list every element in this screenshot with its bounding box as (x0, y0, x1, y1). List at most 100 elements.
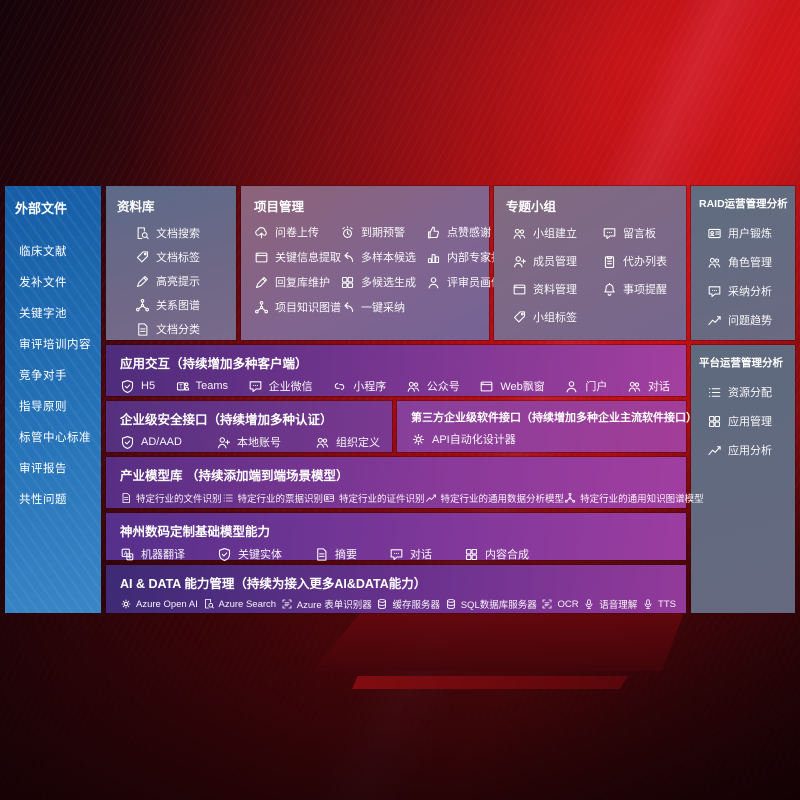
sidebar-item-review-training[interactable]: 审评培训内容 (15, 336, 101, 352)
sidebar-item-competitors[interactable]: 竞争对手 (15, 367, 101, 383)
client-wechat-work[interactable]: 企业微信 (248, 378, 313, 394)
group-item-member-manage[interactable]: 成员管理 (512, 253, 602, 269)
project-item-like-thanks[interactable]: 点赞感谢 (426, 224, 513, 240)
item-label: Azure Search (218, 598, 277, 610)
client-dialog[interactable]: 对话 (627, 378, 670, 394)
ai-cache-server[interactable]: 缓存服务器 (376, 597, 440, 611)
ad-aad-icon (120, 435, 135, 450)
project-item-due-alert[interactable]: 到期预警 (340, 224, 426, 240)
library-item-doc-tag[interactable]: 文档标签 (135, 249, 236, 265)
item-label: 文档标签 (156, 252, 200, 264)
ai-ocr[interactable]: OCR (541, 598, 579, 610)
thirdparty-list: API自动化设计器 (411, 431, 686, 447)
relation-graph-icon (135, 298, 150, 313)
project-item-multi-sample[interactable]: 多样本候选 (340, 249, 426, 265)
client-portal[interactable]: 门户 (564, 378, 607, 394)
project-item-reply-maintain[interactable]: 回复库维护 (254, 274, 340, 290)
industry-title: 产业模型库 （持续添加端到端场景模型） (120, 469, 349, 483)
group-item-material-manage[interactable]: 资料管理 (512, 281, 602, 297)
library-title: 资料库 (117, 200, 155, 214)
item-label: 临床文献 (19, 246, 67, 258)
sidebar-item-review-reports[interactable]: 审评报告 (15, 460, 101, 476)
base-machine-translate[interactable]: 机器翻译 (120, 546, 185, 562)
client-mini-program[interactable]: 小程序 (332, 378, 386, 394)
project-item-one-click-adopt[interactable]: 一键采纳 (340, 299, 426, 315)
sidebar-item-supplement-files[interactable]: 发补文件 (15, 274, 101, 290)
summary-doc-icon (314, 547, 329, 562)
base-summary[interactable]: 摘要 (314, 546, 357, 562)
todo-list-icon (602, 254, 617, 269)
adopt-arrow-icon (340, 300, 355, 315)
item-label: 缓存服务器 (392, 600, 440, 611)
file-recognition-icon (120, 492, 132, 504)
project-item-survey-upload[interactable]: 问卷上传 (254, 224, 340, 240)
raid-item-role-manage[interactable]: 角色管理 (707, 254, 795, 270)
raid-item-adoption-analysis[interactable]: 采纳分析 (707, 283, 795, 299)
project-item-reviewer-portrait[interactable]: 评审员画像 (426, 274, 513, 290)
ai-azure-openai[interactable]: Azure Open AI (120, 598, 198, 610)
item-label: 角色管理 (728, 257, 772, 269)
item-label: 问卷上传 (275, 227, 319, 239)
project-item-multi-candidate[interactable]: 多候选生成 (340, 274, 426, 290)
project-item-key-info-extract[interactable]: 关键信息提取 (254, 249, 341, 265)
client-h5[interactable]: H5 (120, 379, 155, 394)
item-label: 对话 (410, 549, 432, 561)
group-item-todo-list[interactable]: 代办列表 (602, 253, 686, 269)
platform-item-app-analysis[interactable]: 应用分析 (707, 442, 795, 458)
ai-tts[interactable]: TTS (642, 598, 676, 610)
auth-org-define[interactable]: 组织定义 (315, 434, 380, 450)
library-item-doc-search[interactable]: 文档搜索 (135, 225, 236, 241)
ai-form-recognizer[interactable]: Azure 表单识别器 (281, 597, 372, 611)
client-teams[interactable]: Teams (175, 379, 228, 394)
sidebar-item-standards-center[interactable]: 标管中心标准 (15, 429, 101, 445)
ai-speech-understand[interactable]: 语音理解 (583, 597, 637, 611)
security-interface-band: 企业级安全接口（持续增加多种认证） AD/AAD 本地账号 组织定义 (106, 401, 392, 452)
ai-sql-server[interactable]: SQL数据库服务器 (445, 597, 537, 611)
library-item-relation-graph[interactable]: 关系图谱 (135, 297, 236, 313)
industry-list: 特定行业的文件识别 特定行业的票据识别 特定行业的证件识别 特定行业的通用数据分析模型… (120, 491, 704, 505)
platform-item-resource-alloc[interactable]: 资源分配 (707, 384, 795, 400)
model-cert-recognition[interactable]: 特定行业的证件识别 (323, 491, 425, 505)
client-web-popup[interactable]: Web飘窗 (479, 378, 545, 394)
api-auto-designer[interactable]: API自动化设计器 (411, 431, 516, 447)
base-content-synthesis[interactable]: 内容合成 (464, 546, 529, 562)
item-label: 门户 (585, 381, 608, 393)
item-label: 特定行业的票据识别 (237, 494, 324, 505)
group-item-message-board[interactable]: 留言板 (602, 225, 686, 241)
group-item-reminder[interactable]: 事项提醒 (602, 281, 686, 297)
library-item-doc-classify[interactable]: 文档分类 (135, 321, 236, 337)
model-file-recognition[interactable]: 特定行业的文件识别 (120, 491, 222, 505)
item-label: 标管中心标准 (19, 432, 91, 444)
auth-local-account[interactable]: 本地账号 (216, 434, 281, 450)
library-list: 文档搜索文档标签高亮提示关系图谱文档分类 (117, 225, 236, 337)
auth-ad-aad[interactable]: AD/AAD (120, 435, 182, 450)
model-data-analysis[interactable]: 特定行业的通用数据分析模型 (425, 491, 564, 505)
sidebar-item-guidelines[interactable]: 指导原则 (15, 398, 101, 414)
base-key-entity[interactable]: 关键实体 (217, 546, 282, 562)
api-gear-icon (411, 432, 426, 447)
model-knowledge-graph[interactable]: 特定行业的通用知识图谱模型 (564, 491, 704, 505)
platform-item-app-manage[interactable]: 应用管理 (707, 413, 795, 429)
item-label: 企业微信 (268, 381, 313, 393)
item-label: 代办列表 (623, 256, 667, 268)
client-official-account[interactable]: 公众号 (406, 378, 460, 394)
sidebar-item-common-issues[interactable]: 共性问题 (15, 491, 101, 507)
item-label: 关键字池 (19, 308, 67, 320)
library-item-highlight[interactable]: 高亮提示 (135, 273, 236, 289)
group-item-create[interactable]: 小组建立 (512, 225, 602, 241)
sidebar-item-keyword-pool[interactable]: 关键字池 (15, 305, 101, 321)
item-label: 组织定义 (335, 437, 380, 449)
raid-item-issue-trend[interactable]: 问题趋势 (707, 312, 795, 328)
sidebar-item-clinical-literature[interactable]: 临床文献 (15, 243, 101, 259)
raid-item-user-training[interactable]: 用户锻炼 (707, 225, 795, 241)
ocr-icon (541, 598, 553, 610)
resource-list-icon (707, 385, 722, 400)
item-label: 文档分类 (156, 324, 200, 336)
group-item-tag[interactable]: 小组标签 (512, 309, 602, 325)
model-invoice-recognition[interactable]: 特定行业的票据识别 (222, 491, 324, 505)
ai-azure-search[interactable]: Azure Search (203, 598, 277, 610)
project-item-knowledge-graph[interactable]: 项目知识图谱 (254, 299, 341, 315)
group-create-icon (512, 226, 527, 241)
base-dialog[interactable]: 对话 (389, 546, 432, 562)
sql-db-icon (445, 598, 457, 610)
